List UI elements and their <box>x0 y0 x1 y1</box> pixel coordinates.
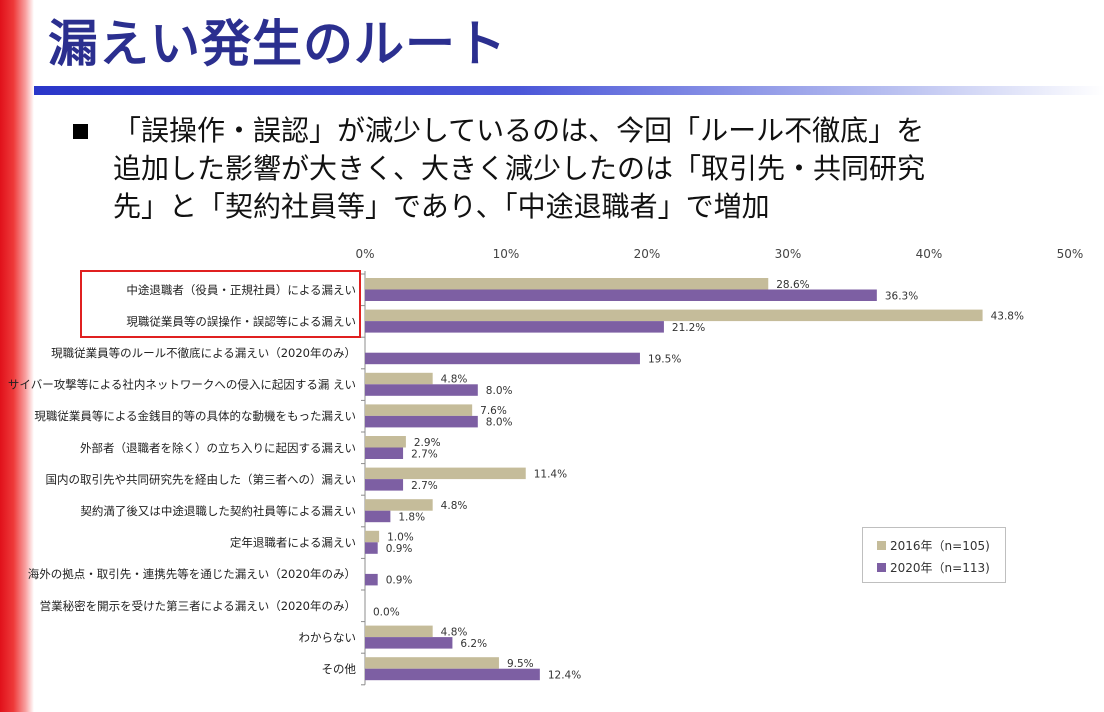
category-label: 外部者（退職者を除く）の立ち入りに起因する漏えい <box>80 441 356 455</box>
data-label: 4.8% <box>441 500 468 512</box>
bullet-text-line: 追加した影響が大きく、大きく減少したのは「取引先・共同研究 <box>113 152 926 185</box>
data-label: 19.5% <box>648 353 681 365</box>
data-label: 2.7% <box>411 480 438 492</box>
bar-2020 <box>365 384 478 396</box>
data-label: 11.4% <box>534 468 567 480</box>
bar-2020 <box>365 542 378 554</box>
x-tick-label: 0% <box>355 247 374 261</box>
bar-2020 <box>365 352 640 365</box>
legend-swatch-2020 <box>877 562 886 572</box>
category-label: 国内の取引先や共同研究先を経由した（第三者への）漏えい <box>46 472 357 486</box>
bar-2020 <box>365 289 877 301</box>
legend-label-2020: 2020年（n=113) <box>890 560 990 575</box>
category-label: 現職従業員等のルール不徹底による漏えい（2020年のみ） <box>51 346 356 360</box>
bar-2020 <box>365 415 478 428</box>
title-underline-rule <box>34 86 1104 95</box>
bar-2020 <box>365 479 404 491</box>
bar-2016 <box>365 278 769 290</box>
data-label: 8.0% <box>486 385 513 397</box>
bullet-text-line: 先」と「契約社員等」であり、「中途退職者」で増加 <box>113 190 770 223</box>
category-label: 定年退職者による漏えい <box>230 536 356 550</box>
data-label: 43.8% <box>991 310 1024 322</box>
data-label: 6.2% <box>460 638 487 650</box>
bullet-text: 「誤操作・誤認」が減少しているのは、今回「ルール不徹底」を 追加した影響が大きく… <box>113 112 1033 226</box>
data-label: 2.7% <box>411 448 438 460</box>
data-label: 2.9% <box>414 437 441 449</box>
category-label: 現職従業員等の誤操作・誤認等による漏えい <box>126 314 356 328</box>
bar-2020 <box>365 668 540 681</box>
data-label: 0.9% <box>386 575 413 587</box>
bar-2016 <box>365 625 433 638</box>
bar-2016 <box>365 404 473 416</box>
category-label: 現職従業員等による金銭目的等の具体的な動機をもった漏えい <box>34 409 356 423</box>
highlight-box <box>80 270 361 338</box>
category-label: その他 <box>322 662 357 676</box>
data-label: 7.6% <box>480 405 507 417</box>
data-label: 1.8% <box>398 511 425 523</box>
bar-2016 <box>365 372 433 385</box>
x-tick-label: 30% <box>775 247 802 261</box>
data-label: 36.3% <box>885 290 918 302</box>
data-label: 28.6% <box>776 279 809 291</box>
bar-2020 <box>365 510 391 523</box>
bar-2016 <box>365 436 406 448</box>
category-label: 中途退職者（役員・正規社員）による漏えい <box>126 283 356 297</box>
bullet-text-line: 「誤操作・誤認」が減少しているのは、今回「ルール不徹底」を <box>113 114 925 147</box>
category-label: 海外の拠点・取引先・連携先等を通じた漏えい（2020年のみ） <box>28 567 356 581</box>
data-label: 4.8% <box>441 374 468 386</box>
data-label: 0.9% <box>386 543 413 555</box>
bar-2016 <box>365 499 433 511</box>
legend-item: 2020年（n=113) <box>877 558 990 576</box>
category-label: 契約満了後又は中途退職した契約社員等による漏えい <box>80 504 356 518</box>
bar-2016 <box>365 309 983 322</box>
data-label: 21.2% <box>672 322 705 334</box>
slide-title: 漏えい発生のルート <box>48 15 507 73</box>
left-accent-bar <box>0 0 34 712</box>
x-tick-label: 10% <box>493 247 520 261</box>
data-label: 8.0% <box>486 417 513 429</box>
data-label: 0.0% <box>373 606 400 618</box>
square-bullet-icon <box>73 124 88 139</box>
bar-2016 <box>365 530 380 543</box>
bar-2020 <box>365 573 378 586</box>
bar-2020 <box>365 447 404 459</box>
category-label: 営業秘密を開示を受けた第三者による漏えい（2020年のみ） <box>40 599 356 613</box>
data-label: 1.0% <box>387 532 414 544</box>
bar-2016 <box>365 657 499 669</box>
chart-legend: 2016年（n=105) 2020年（n=113) <box>862 527 1006 583</box>
bar-2020 <box>365 321 664 333</box>
data-label: 9.5% <box>507 658 534 670</box>
legend-label-2016: 2016年（n=105) <box>890 538 990 553</box>
x-tick-label: 40% <box>916 247 943 261</box>
legend-item: 2016年（n=105) <box>877 536 990 554</box>
legend-swatch-2016 <box>877 540 886 550</box>
category-label: サイバー攻撃等による社内ネットワークへの侵入に起因する漏 えい <box>8 378 356 392</box>
data-label: 12.4% <box>548 669 581 681</box>
x-tick-label: 50% <box>1057 247 1084 261</box>
bar-2016 <box>365 467 526 480</box>
category-label: わからない <box>299 630 357 644</box>
x-tick-label: 20% <box>634 247 661 261</box>
data-label: 4.8% <box>441 626 468 638</box>
bar-2020 <box>365 637 453 649</box>
